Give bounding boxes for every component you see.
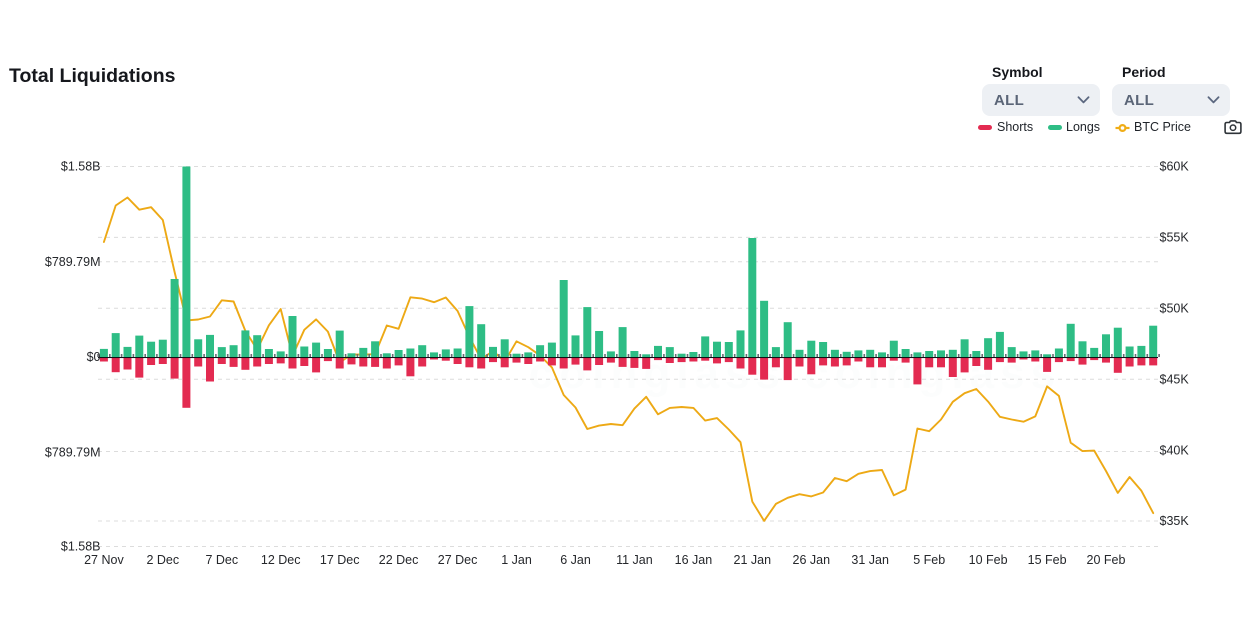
svg-text:$45K: $45K	[1160, 372, 1190, 386]
svg-text:26 Jan: 26 Jan	[793, 553, 831, 567]
svg-text:31 Jan: 31 Jan	[851, 553, 889, 567]
svg-text:$789.79M: $789.79M	[45, 255, 101, 269]
svg-text:1 Jan: 1 Jan	[501, 553, 532, 567]
svg-text:$50K: $50K	[1160, 302, 1190, 316]
svg-text:20 Feb: 20 Feb	[1087, 553, 1126, 567]
svg-text:27 Dec: 27 Dec	[438, 553, 478, 567]
svg-text:$1.58B: $1.58B	[61, 540, 101, 554]
svg-text:27 Nov: 27 Nov	[84, 553, 124, 567]
svg-text:7 Dec: 7 Dec	[205, 553, 238, 567]
svg-text:$0: $0	[87, 350, 101, 364]
svg-text:$40K: $40K	[1160, 444, 1190, 458]
svg-text:16 Jan: 16 Jan	[675, 553, 713, 567]
svg-text:5 Feb: 5 Feb	[913, 553, 945, 567]
svg-text:$1.58B: $1.58B	[61, 160, 101, 174]
svg-text:$35K: $35K	[1160, 514, 1190, 528]
svg-text:6 Jan: 6 Jan	[560, 553, 591, 567]
svg-text:22 Dec: 22 Dec	[379, 553, 419, 567]
svg-text:21 Jan: 21 Jan	[734, 553, 772, 567]
svg-text:2 Dec: 2 Dec	[146, 553, 179, 567]
svg-text:12 Dec: 12 Dec	[261, 553, 301, 567]
svg-text:$789.79M: $789.79M	[45, 445, 101, 459]
svg-text:$60K: $60K	[1160, 160, 1190, 174]
svg-text:$55K: $55K	[1160, 231, 1190, 245]
svg-text:17 Dec: 17 Dec	[320, 553, 360, 567]
svg-text:10 Feb: 10 Feb	[969, 553, 1008, 567]
svg-text:11 Jan: 11 Jan	[616, 553, 653, 567]
svg-text:15 Feb: 15 Feb	[1028, 553, 1067, 567]
